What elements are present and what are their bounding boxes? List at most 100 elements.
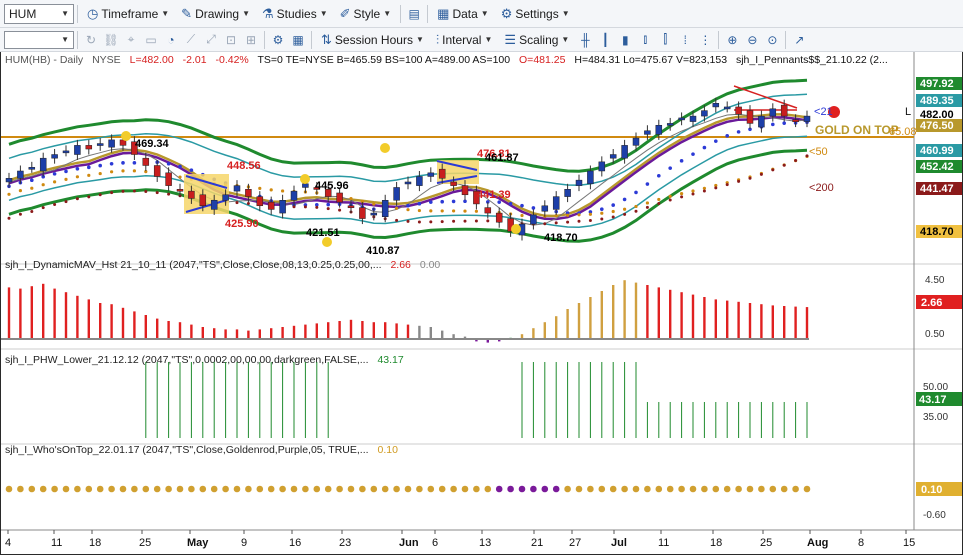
clock-icon: ◷: [87, 5, 99, 21]
chart-area[interactable]: 469.34 448.56 445.96 425.90 421.51 410.8…: [0, 52, 963, 555]
data-button[interactable]: ▦ Data ▼: [431, 3, 495, 25]
ma200-dot: [246, 201, 250, 205]
histogram-bar: [794, 306, 797, 339]
renko-icon[interactable]: ⋮: [699, 32, 712, 47]
zoom-out-icon[interactable]: ⊖: [747, 32, 758, 47]
interval-button[interactable]: ⫶ Interval ▼: [430, 29, 499, 51]
ohlc-icon[interactable]: ⫾: [643, 32, 648, 46]
candle-body: [108, 139, 115, 148]
calendar-icon[interactable]: ▭: [145, 32, 157, 47]
ma200-dot: [725, 183, 729, 187]
compare-icon[interactable]: ⊞: [245, 32, 257, 47]
who-dot: [17, 485, 24, 493]
who-dot: [381, 485, 389, 493]
who-dot: [461, 485, 469, 493]
who-dot: [803, 485, 811, 493]
who-dot: [96, 485, 104, 493]
session-hours-button[interactable]: ⇅ Session Hours ▼: [315, 29, 430, 51]
candle-filled-icon[interactable]: ▮: [622, 32, 629, 47]
symbol-input[interactable]: HUM ▼: [4, 3, 74, 24]
chart-canvas[interactable]: 469.34 448.56 445.96 425.90 421.51 410.8…: [1, 52, 962, 554]
zoom-fit-icon[interactable]: ⊙: [767, 32, 778, 47]
secondary-toolbar: ▼ ↻ ⛓ ⌖ ▭ ◔ ⟋ ⤢ ⊡ ⊞ ⚙ ▦ ⇅ Session Hours …: [0, 28, 963, 52]
ma21-dot: [611, 203, 615, 207]
scaling-icon: ☰: [504, 31, 517, 47]
ma21-dot: [166, 161, 171, 166]
ma200-dot: [155, 191, 159, 195]
scaling-button[interactable]: ☰ Scaling ▼: [498, 29, 575, 51]
session-hours-label: Session Hours: [334, 32, 413, 47]
price-axis-badge: [916, 94, 962, 107]
ma200-dot: [315, 205, 319, 209]
chart-zoom-icon[interactable]: ⤢: [206, 32, 216, 46]
ma50-dot: [75, 175, 79, 179]
interval-input[interactable]: ▼: [4, 30, 74, 49]
histogram-bar: [384, 322, 387, 339]
who-dot: [267, 485, 275, 493]
timeframe-label: Timeframe: [101, 6, 159, 21]
grid-icon[interactable]: ▦: [292, 32, 304, 47]
price-axis-badge: [916, 77, 962, 90]
settings-button[interactable]: ⚙ Settings ▼: [495, 3, 576, 25]
candle-body: [85, 145, 93, 150]
candle-body: [28, 167, 36, 170]
studies-button[interactable]: ⚗ Studies ▼: [256, 3, 334, 25]
histogram-bar: [156, 318, 159, 339]
refresh-icon[interactable]: ↻: [85, 32, 97, 47]
candle-body: [313, 187, 321, 190]
candle-body: [370, 212, 378, 216]
who-dot: [108, 485, 115, 493]
date-axis[interactable]: 4 11 18 25 May 9 16 23 Jun 6 13 21 27 Jul 11 18 25 Aug 8 15: [5, 530, 915, 549]
link-icon[interactable]: ⛓: [103, 32, 119, 47]
volume-bars-icon[interactable]: ⫿: [663, 32, 668, 46]
candle-body: [324, 189, 332, 197]
who-dot: [507, 485, 514, 493]
candle-body: [552, 196, 560, 210]
candle-chart-icon[interactable]: ┃: [601, 32, 609, 47]
ma50-dot: [702, 186, 707, 190]
ma50-dot: [53, 180, 57, 184]
chart-header: HUM(HB) - Daily NYSE L=482.00 -2.01 -0.4…: [5, 54, 888, 66]
histogram-bar: [224, 329, 227, 339]
drawing-button[interactable]: ✎ Drawing ▼: [175, 3, 256, 25]
histogram-bar: [737, 301, 740, 339]
histogram-bar: [418, 325, 421, 339]
date-label: 13: [479, 537, 491, 549]
zoom-in-icon[interactable]: ⊕: [727, 32, 738, 47]
layout-icon[interactable]: ▤: [408, 6, 420, 21]
ma200-dot: [611, 215, 615, 219]
who-dot: [621, 485, 628, 493]
cursor-icon[interactable]: ⌖: [127, 32, 135, 46]
speedometer-icon[interactable]: ◔: [167, 32, 175, 47]
style-button[interactable]: ✐ Style ▼: [334, 3, 398, 25]
who-dot: [279, 485, 286, 493]
dynmav-axis-tick: 0.50: [925, 329, 945, 340]
who-dot: [233, 485, 241, 493]
line-tool-icon[interactable]: ⟋: [186, 32, 196, 46]
price-label-421: 421.51: [306, 227, 340, 239]
bar-chart-icon[interactable]: ╫: [581, 32, 590, 47]
ma21-dot: [497, 200, 502, 204]
point-figure-icon[interactable]: ⁞: [683, 32, 688, 47]
ma200-dot: [759, 172, 763, 176]
who-dot: [222, 485, 229, 493]
histogram-bar: [167, 321, 170, 339]
who-dot: [393, 485, 400, 493]
ma200-dot: [235, 201, 239, 205]
ma200-dot: [486, 219, 490, 223]
pennant-lower-line: [185, 199, 228, 213]
chevron-down-icon: ▼: [415, 35, 424, 44]
ma200-dot: [463, 219, 467, 223]
settings-chart-icon[interactable]: ⚙: [272, 32, 284, 47]
histogram-bar: [235, 329, 239, 339]
ma50-dot: [178, 175, 182, 179]
add-study-icon[interactable]: ↗: [794, 32, 805, 47]
candle-body: [575, 179, 583, 186]
ma200-dot: [395, 218, 399, 222]
ma21-dot: [657, 173, 661, 178]
ma50-dot: [452, 209, 456, 213]
timeframe-button[interactable]: ◷ Timeframe ▼: [81, 3, 175, 25]
candle-body: [723, 106, 731, 110]
chart-type-icon[interactable]: ⊡: [225, 32, 237, 47]
